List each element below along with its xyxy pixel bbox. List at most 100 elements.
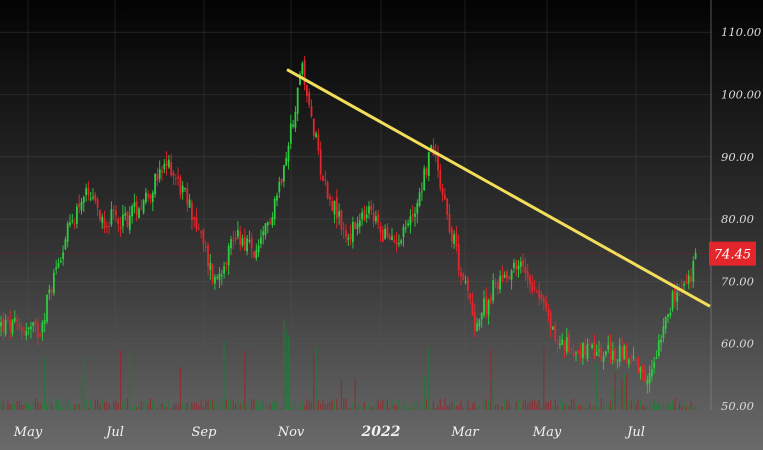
- candle-body: [80, 201, 83, 211]
- volume-bar: [660, 405, 662, 410]
- volume-bar: [94, 399, 96, 410]
- trendline[interactable]: [286, 68, 711, 308]
- volume-bar: [359, 403, 361, 410]
- volume-bar: [230, 398, 232, 410]
- volume-bar: [140, 400, 142, 410]
- volume-bar: [676, 407, 678, 410]
- volume-bar: [672, 400, 674, 410]
- volume-bar: [416, 400, 418, 410]
- volume-bar: [207, 401, 209, 410]
- volume-bar: [439, 398, 441, 410]
- volume-bar: [435, 407, 437, 410]
- candle-body: [618, 345, 621, 363]
- volume-bar: [678, 402, 681, 410]
- volume-bar: [232, 400, 234, 410]
- volume-bar: [494, 405, 497, 410]
- volume-bar: [536, 403, 538, 410]
- x-tick-label: Nov: [277, 425, 305, 440]
- volume-bar: [421, 405, 423, 410]
- candle-body: [276, 195, 278, 201]
- volume-bar: [669, 404, 671, 410]
- candle-body: [280, 178, 283, 183]
- volume-bar: [53, 404, 55, 410]
- volume-bar: [398, 400, 400, 410]
- candle-body: [85, 188, 87, 195]
- candle-body: [292, 124, 294, 127]
- candle-body: [216, 276, 219, 278]
- candle-body: [464, 281, 467, 283]
- candle-body: [694, 252, 697, 259]
- candle-body: [9, 319, 12, 332]
- candle-body: [76, 206, 78, 224]
- volume-bar: [85, 399, 87, 410]
- volume-bar: [39, 403, 41, 410]
- candle-body: [303, 59, 306, 85]
- candle-body: [41, 322, 44, 333]
- volume-bar: [667, 402, 669, 410]
- y-tick-label: 110.00: [721, 25, 761, 39]
- volume-bar: [593, 406, 595, 410]
- candle-body: [559, 343, 561, 346]
- volume-bar: [177, 404, 179, 410]
- volume-bar: [223, 341, 225, 410]
- candle-body: [462, 274, 465, 281]
- volume-bar: [600, 398, 602, 410]
- candle-body: [526, 271, 529, 280]
- candle-body: [483, 298, 485, 316]
- candle-body: [469, 293, 472, 299]
- volume-bar: [646, 406, 648, 410]
- volume-bar: [630, 400, 632, 410]
- volume-bar: [308, 400, 310, 410]
- volume-bar: [451, 401, 453, 410]
- candle-body: [611, 351, 614, 360]
- candle-body: [329, 196, 331, 200]
- volume-bar: [166, 406, 168, 410]
- last-price-box: [709, 241, 756, 266]
- candle-body: [402, 226, 405, 238]
- volume-bar: [665, 405, 667, 410]
- candle-body: [71, 220, 74, 222]
- volume-bar: [543, 346, 545, 410]
- candle-body: [89, 198, 92, 200]
- candle-body: [455, 233, 458, 247]
- volume-bar: [639, 400, 641, 410]
- candle-body: [381, 229, 384, 242]
- candle-body: [147, 194, 150, 198]
- candle-body: [128, 215, 131, 230]
- candle-body: [39, 333, 41, 336]
- volume-bar: [14, 403, 16, 410]
- volume-bar: [248, 399, 250, 410]
- candlestick-series[interactable]: [0, 55, 697, 394]
- candle-body: [487, 300, 490, 316]
- volume-bar: [458, 405, 460, 410]
- volume-bar: [384, 402, 386, 410]
- volume-bar: [547, 402, 549, 410]
- volume-bar: [283, 319, 285, 410]
- candle-body: [591, 344, 593, 348]
- candle-body: [294, 111, 297, 128]
- candle-body: [621, 347, 623, 359]
- candle-body: [133, 202, 136, 207]
- volume-bar: [412, 407, 414, 410]
- candle-body: [628, 359, 630, 365]
- candle-body: [227, 245, 230, 266]
- candle-body: [124, 213, 127, 216]
- volume-bar: [120, 350, 122, 410]
- volume-bar: [170, 407, 172, 410]
- volume-bar: [373, 405, 375, 410]
- volume-bar: [322, 400, 324, 410]
- volume-bar: [48, 398, 50, 410]
- volume-bar: [101, 398, 103, 410]
- volume-bar: [271, 402, 273, 410]
- candle-body: [220, 274, 223, 276]
- candle-body: [644, 369, 646, 382]
- volume-bar: [478, 403, 480, 410]
- candle-body: [158, 169, 161, 180]
- volume-bar: [244, 350, 246, 410]
- volume-bar: [64, 399, 66, 410]
- volume-bar: [106, 401, 108, 410]
- candle-body: [473, 312, 476, 331]
- volume-bar: [485, 399, 487, 410]
- candle-body: [260, 237, 262, 244]
